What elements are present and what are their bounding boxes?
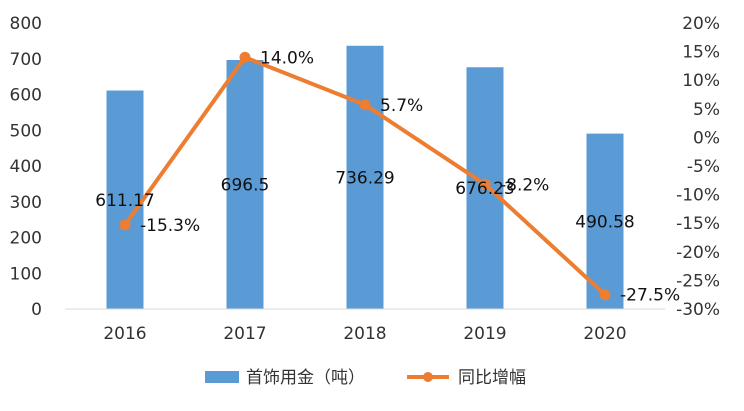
left-tick-label: 0 xyxy=(31,300,42,320)
line-series xyxy=(119,51,611,301)
left-tick-label: 100 xyxy=(10,264,42,284)
right-tick-label: -15% xyxy=(676,214,720,234)
left-tick-label: 500 xyxy=(10,121,42,141)
line-point xyxy=(599,289,611,301)
right-tick-label: 10% xyxy=(682,71,720,91)
bar xyxy=(106,90,144,310)
x-tick-label: 2018 xyxy=(343,324,386,344)
line-value-label: -27.5% xyxy=(620,286,680,306)
legend-line-label: 同比增幅 xyxy=(458,368,526,388)
x-axis: 2016 2017 2018 2019 2020 xyxy=(103,324,626,344)
line-point xyxy=(239,51,251,63)
line-value-label: -8.2% xyxy=(500,175,549,195)
right-y-axis: 20% 15% 10% 5% 0% -5% -10% -15% -20% -25% -30% xyxy=(676,14,720,320)
legend-line-marker xyxy=(423,372,433,382)
line-point xyxy=(479,178,491,190)
right-tick-label: 15% xyxy=(682,43,720,63)
right-tick-label: -10% xyxy=(676,186,720,206)
left-tick-label: 300 xyxy=(10,193,42,213)
right-tick-label: -25% xyxy=(676,271,720,291)
right-tick-label: 0% xyxy=(693,128,720,148)
line-point xyxy=(119,219,131,231)
right-tick-label: -20% xyxy=(676,243,720,263)
bar xyxy=(226,60,264,309)
line-value-label: 5.7% xyxy=(380,96,423,116)
legend: 首饰用金（吨） 同比增幅 xyxy=(205,368,526,388)
legend-bar-label: 首饰用金（吨） xyxy=(246,368,365,388)
right-tick-label: -30% xyxy=(676,300,720,320)
line-data-labels: -15.3% 14.0% 5.7% -8.2% -27.5% xyxy=(140,48,680,305)
bar-value-label: 676.23 xyxy=(455,179,514,199)
legend-bar-swatch xyxy=(205,371,239,383)
bar xyxy=(346,45,384,309)
bar-value-label: 696.5 xyxy=(221,176,270,196)
right-tick-label: -5% xyxy=(687,157,720,177)
left-y-axis: 0 100 200 300 400 500 600 700 800 xyxy=(10,14,42,320)
left-tick-label: 400 xyxy=(10,157,42,177)
left-tick-label: 600 xyxy=(10,86,42,106)
bar-data-labels: 611.17 696.5 736.29 676.23 490.58 xyxy=(95,168,634,232)
line-point xyxy=(359,99,371,111)
left-tick-label: 700 xyxy=(10,50,42,70)
right-tick-label: 5% xyxy=(693,100,720,120)
left-tick-label: 200 xyxy=(10,229,42,249)
line-value-label: -15.3% xyxy=(140,216,200,236)
x-tick-label: 2017 xyxy=(223,324,266,344)
x-tick-label: 2019 xyxy=(463,324,506,344)
bar-series xyxy=(106,45,624,310)
line-value-label: 14.0% xyxy=(260,48,314,68)
bar xyxy=(586,133,624,309)
x-tick-label: 2020 xyxy=(583,324,626,344)
bar-value-label: 490.58 xyxy=(575,212,634,232)
bar-value-label: 736.29 xyxy=(335,168,394,188)
bar-value-label: 611.17 xyxy=(95,191,154,211)
left-tick-label: 800 xyxy=(10,14,42,34)
right-tick-label: 20% xyxy=(682,14,720,34)
x-tick-label: 2016 xyxy=(103,324,146,344)
